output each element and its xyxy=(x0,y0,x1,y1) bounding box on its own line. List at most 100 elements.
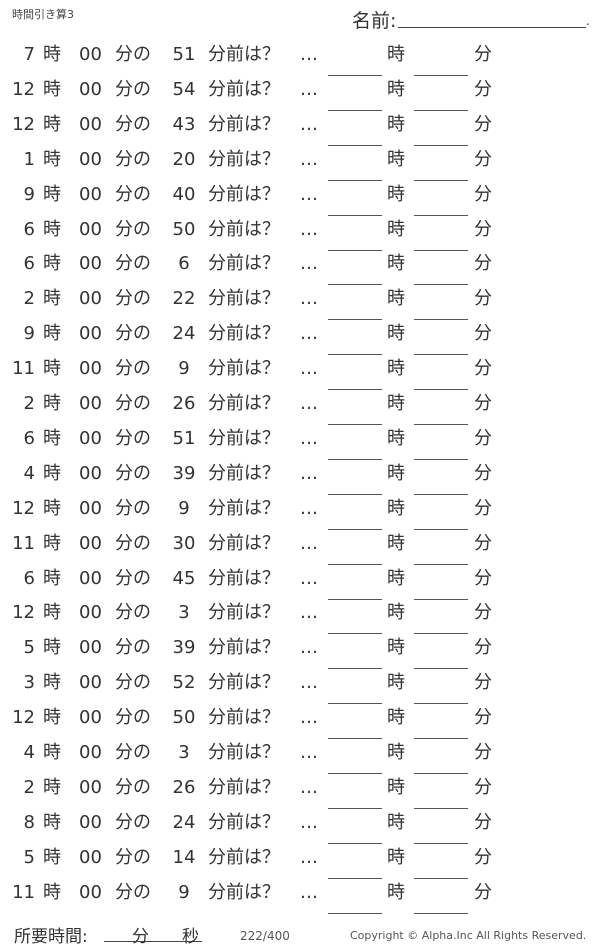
answer-minute-label: 分 xyxy=(474,393,492,414)
answer-minute-field[interactable] xyxy=(414,493,468,495)
answer-hour-label: 時 xyxy=(387,183,405,205)
answer-minute-field[interactable] xyxy=(414,598,468,600)
start-minute: 00 xyxy=(79,776,102,798)
answer-hour-label: 時 xyxy=(387,497,405,519)
ellipsis: … xyxy=(300,881,318,903)
answer-hour-label: 時 xyxy=(387,742,405,763)
answer-hour-field[interactable] xyxy=(328,598,382,600)
hour-label: 時 xyxy=(43,113,61,135)
ellipsis: … xyxy=(300,113,318,135)
ellipsis: … xyxy=(300,427,318,449)
min-of-label: 分の xyxy=(115,811,151,833)
answer-minute-field[interactable] xyxy=(414,703,468,705)
answer-minute-field[interactable] xyxy=(414,319,468,321)
answer-minute-field[interactable] xyxy=(414,75,468,76)
ellipsis: … xyxy=(300,253,318,275)
ellipsis: … xyxy=(300,288,318,310)
question-label: 分前は？ xyxy=(208,672,280,694)
start-hour: 6 xyxy=(23,427,35,449)
start-minute: 00 xyxy=(79,637,102,659)
answer-hour-label: 時 xyxy=(387,323,405,345)
answer-hour-field[interactable] xyxy=(328,284,382,286)
answer-minute-field[interactable] xyxy=(414,214,468,216)
ellipsis: … xyxy=(300,707,318,729)
answer-hour-field[interactable] xyxy=(328,458,382,460)
answer-hour-field[interactable] xyxy=(328,354,382,356)
ellipsis: … xyxy=(300,78,318,100)
answer-minute-field[interactable] xyxy=(414,877,468,879)
minutes-before: 50 xyxy=(172,218,196,240)
answer-minute-field[interactable] xyxy=(414,528,468,530)
answer-minute-field[interactable] xyxy=(414,912,468,914)
start-hour: 6 xyxy=(23,253,35,275)
answer-minute-field[interactable] xyxy=(414,842,468,844)
answer-minute-field[interactable] xyxy=(414,249,468,251)
start-minute: 00 xyxy=(79,78,102,100)
answer-minute-field[interactable] xyxy=(414,773,468,774)
answer-minute-field[interactable] xyxy=(414,738,468,740)
answer-minute-field[interactable] xyxy=(414,389,468,391)
answer-hour-field[interactable] xyxy=(328,563,382,565)
min-of-label: 分の xyxy=(115,113,151,135)
answer-minute-field[interactable] xyxy=(414,109,468,111)
problem-row: 5 時 00 分の 14 分前は？ … 時 分 xyxy=(0,846,600,880)
answer-hour-field[interactable] xyxy=(328,109,382,111)
answer-minute-label: 分 xyxy=(474,218,492,240)
hour-label: 時 xyxy=(43,218,61,240)
minutes-before: 14 xyxy=(172,846,196,868)
answer-minute-field[interactable] xyxy=(414,807,468,809)
answer-hour-field[interactable] xyxy=(328,144,382,146)
answer-minute-field[interactable] xyxy=(414,179,468,181)
answer-minute-label: 分 xyxy=(474,427,492,449)
question-label: 分前は？ xyxy=(208,881,280,903)
problem-row: 12 時 00 分の 9 分前は？ … 時 分 xyxy=(0,497,600,531)
answer-minute-label: 分 xyxy=(474,881,492,903)
answer-minute-field[interactable] xyxy=(414,563,468,565)
answer-hour-field[interactable] xyxy=(328,75,382,76)
answer-minute-field[interactable] xyxy=(414,668,468,670)
answer-hour-field[interactable] xyxy=(328,389,382,391)
answer-hour-field[interactable] xyxy=(328,214,382,216)
question-label: 分前は？ xyxy=(208,532,280,554)
answer-minute-field[interactable] xyxy=(414,354,468,356)
answer-hour-label: 時 xyxy=(387,567,405,589)
ellipsis: … xyxy=(300,637,318,659)
name-field[interactable] xyxy=(398,27,586,28)
answer-hour-label: 時 xyxy=(387,776,405,798)
answer-minute-field[interactable] xyxy=(414,458,468,460)
answer-hour-field[interactable] xyxy=(328,877,382,879)
answer-hour-field[interactable] xyxy=(328,773,382,774)
answer-hour-field[interactable] xyxy=(328,319,382,321)
answer-hour-label: 時 xyxy=(387,78,405,100)
answer-minute-field[interactable] xyxy=(414,284,468,286)
answer-hour-field[interactable] xyxy=(328,179,382,181)
min-of-label: 分の xyxy=(115,672,151,694)
answer-minute-field[interactable] xyxy=(414,633,468,635)
answer-hour-field[interactable] xyxy=(328,633,382,635)
answer-hour-field[interactable] xyxy=(328,249,382,251)
answer-hour-field[interactable] xyxy=(328,912,382,914)
answer-hour-field[interactable] xyxy=(328,424,382,425)
question-label: 分前は？ xyxy=(208,637,280,659)
problem-row: 4 時 00 分の 39 分前は？ … 時 分 xyxy=(0,462,600,496)
ellipsis: … xyxy=(300,148,318,170)
minutes-before: 9 xyxy=(178,881,190,903)
answer-hour-label: 時 xyxy=(387,672,405,694)
answer-minute-field[interactable] xyxy=(414,144,468,146)
ellipsis: … xyxy=(300,776,318,798)
problem-row: 12 時 00 分の 43 分前は？ … 時 分 xyxy=(0,113,600,147)
question-label: 分前は？ xyxy=(208,218,280,240)
answer-minute-field[interactable] xyxy=(414,424,468,425)
start-hour: 2 xyxy=(23,393,35,414)
answer-minute-label: 分 xyxy=(474,672,492,694)
answer-hour-field[interactable] xyxy=(328,703,382,705)
answer-hour-field[interactable] xyxy=(328,528,382,530)
answer-hour-field[interactable] xyxy=(328,738,382,740)
answer-hour-field[interactable] xyxy=(328,842,382,844)
min-of-label: 分の xyxy=(115,462,151,484)
answer-hour-field[interactable] xyxy=(328,807,382,809)
answer-hour-field[interactable] xyxy=(328,493,382,495)
answer-hour-field[interactable] xyxy=(328,668,382,670)
start-hour: 7 xyxy=(23,44,35,65)
time-field[interactable] xyxy=(104,941,202,942)
